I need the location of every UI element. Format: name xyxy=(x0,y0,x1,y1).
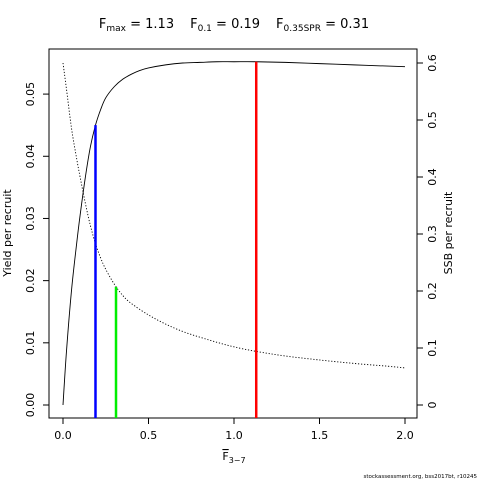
y-left-tick-label: 0.05 xyxy=(24,82,37,107)
x-axis-title: F3−7 xyxy=(222,450,245,465)
y-right-tick-label: 0.3 xyxy=(426,225,439,243)
y-right-tick-label: 0.2 xyxy=(426,282,439,300)
x-tick-label: 1.5 xyxy=(311,429,329,442)
fmax-value: 1.13 xyxy=(145,17,174,32)
chart-title: Fmax = 1.13 F0.1 = 0.19 F0.35SPR = 0.31 xyxy=(99,17,369,34)
y-right-tick-label: 0.4 xyxy=(426,168,439,186)
source-note: stockassessment.org, bss2017bt, r10245 xyxy=(364,474,478,480)
y-right-tick-label: 0.1 xyxy=(426,339,439,357)
y-right-tick-label: 0 xyxy=(426,402,439,409)
f01-label: F xyxy=(190,17,197,32)
fspr-value: 0.31 xyxy=(340,17,369,32)
x-axis: 0.0 0.5 1.0 1.5 2.0 xyxy=(54,418,414,442)
y-left-tick-label: 0.04 xyxy=(24,144,37,169)
fspr-label: F xyxy=(276,17,283,32)
y-left-tick-label: 0.00 xyxy=(24,393,37,418)
fmax-sub: max xyxy=(106,24,126,34)
x-tick-label: 0.0 xyxy=(54,429,72,442)
y-right-axis: 0 0.1 0.2 0.3 0.4 0.5 0.6 xyxy=(417,54,439,409)
f01-sub: 0.1 xyxy=(198,24,212,34)
plot-frame xyxy=(48,48,418,419)
x-axis-title-sub: 3−7 xyxy=(229,456,246,465)
x-tick-label: 0.5 xyxy=(140,429,158,442)
y-left-axis: 0.00 0.01 0.02 0.03 0.04 0.05 xyxy=(24,82,49,417)
y-left-tick-label: 0.03 xyxy=(24,206,37,231)
y-left-tick-label: 0.01 xyxy=(24,331,37,356)
x-tick-label: 2.0 xyxy=(396,429,414,442)
x-axis-title-main: F xyxy=(222,450,228,463)
ssb-per-recruit-line xyxy=(62,62,406,369)
y-left-axis-title: Yield per recruit xyxy=(1,189,14,278)
f01-value: 0.19 xyxy=(231,17,260,32)
y-left-tick-label: 0.02 xyxy=(24,268,37,293)
y-right-axis-title: SSB per recruit xyxy=(442,191,455,274)
reference-lines xyxy=(94,61,258,418)
x-tick-label: 1.0 xyxy=(225,429,243,442)
y-right-tick-label: 0.6 xyxy=(426,54,439,72)
fspr-sub: 0.35SPR xyxy=(284,24,321,34)
y-right-tick-label: 0.5 xyxy=(426,111,439,129)
fmax-label: F xyxy=(99,17,106,32)
series-layer xyxy=(62,61,406,406)
yield-per-recruit-line xyxy=(62,61,406,406)
